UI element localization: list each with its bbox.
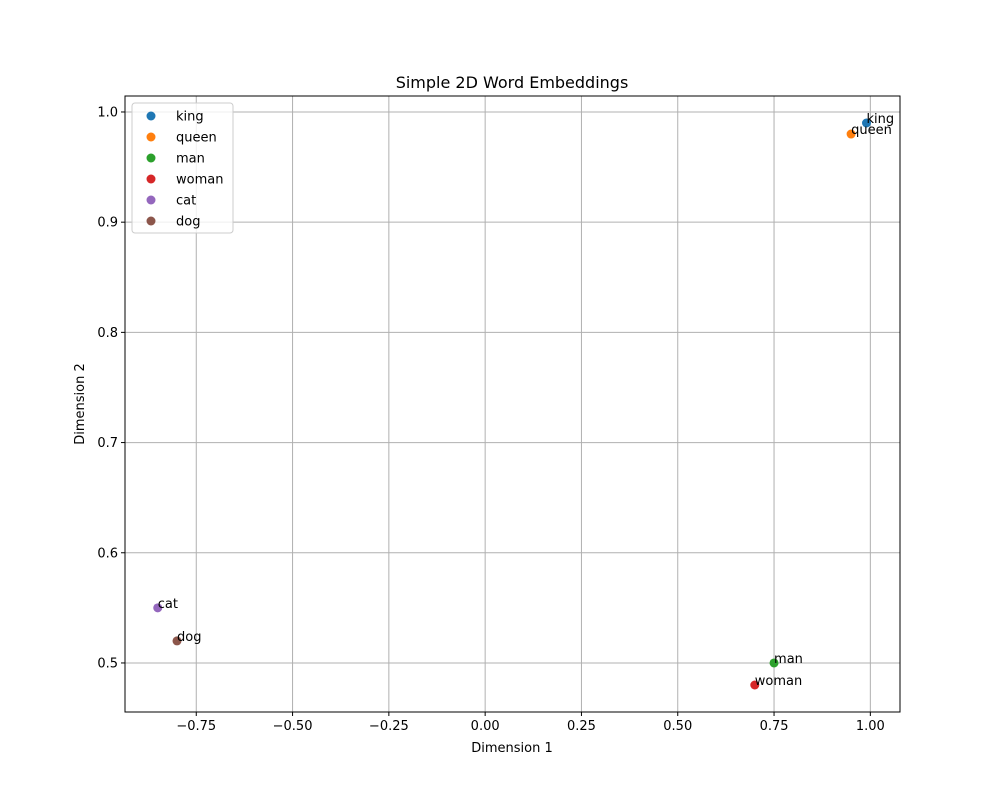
y-tick-label: 0.6 [97, 546, 118, 561]
x-tick-label: −0.50 [273, 719, 313, 734]
legend-marker-dog [146, 216, 156, 226]
data-point-man [769, 658, 779, 668]
y-tick-label: 0.9 [97, 216, 118, 231]
point-label-cat: cat [158, 597, 178, 612]
data-point-queen [846, 129, 856, 139]
legend-box [131, 102, 234, 234]
data-point-dog [172, 636, 182, 646]
y-tick-label: 0.5 [97, 656, 118, 671]
x-tick-label: −0.25 [369, 719, 409, 734]
data-point-woman [750, 680, 760, 690]
x-tick-label: 0.50 [663, 719, 692, 734]
axis-ticks: −0.75 −0.50 −0.25 0.00 0.25 0.50 0.75 1.00 0.5 0.… [97, 105, 885, 734]
legend-label-dog: dog [176, 215, 200, 230]
legend-label-cat: cat [176, 194, 196, 209]
legend-label-woman: woman [176, 173, 223, 188]
x-tick-label: −0.75 [176, 719, 216, 734]
y-axis-title: Dimension 2 [73, 363, 88, 445]
data-point-cat [153, 603, 163, 613]
x-axis-title: Dimension 1 [471, 741, 553, 756]
point-label-woman: woman [755, 674, 802, 689]
legend-label-king: king [176, 110, 204, 125]
x-tick-label: 0.75 [760, 719, 789, 734]
legend-items: king queen man woman cat dog [146, 110, 223, 230]
legend-marker-man [146, 153, 156, 163]
point-label-man: man [774, 652, 803, 667]
point-label-dog: dog [177, 630, 201, 645]
chart-title: Simple 2D Word Embeddings [396, 73, 629, 92]
legend-marker-woman [146, 174, 156, 184]
legend-marker-king [146, 111, 156, 121]
x-tick-label: 0.25 [567, 719, 596, 734]
y-tick-label: 1.0 [97, 105, 118, 120]
x-tick-label: 1.00 [856, 719, 885, 734]
legend: king queen man woman cat dog [131, 102, 234, 234]
y-tick-label: 0.7 [97, 436, 118, 451]
x-tick-label: 0.00 [471, 719, 500, 734]
data-points [153, 118, 871, 690]
plot-frame [124, 95, 901, 713]
legend-marker-queen [146, 132, 156, 142]
y-tick-label: 0.8 [97, 326, 118, 341]
point-label-queen: queen [851, 123, 892, 138]
legend-label-man: man [176, 152, 205, 167]
legend-marker-cat [146, 195, 156, 205]
grid-lines [125, 96, 900, 712]
data-point-king [861, 118, 871, 128]
legend-label-queen: queen [176, 131, 217, 146]
point-label-king: king [866, 112, 894, 127]
